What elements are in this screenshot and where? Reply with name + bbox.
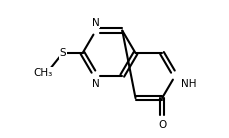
Text: NH: NH — [180, 79, 195, 89]
Text: O: O — [157, 120, 165, 130]
Text: CH₃: CH₃ — [33, 68, 52, 78]
Text: N: N — [92, 79, 99, 89]
Text: S: S — [59, 48, 66, 58]
Text: N: N — [92, 18, 99, 28]
